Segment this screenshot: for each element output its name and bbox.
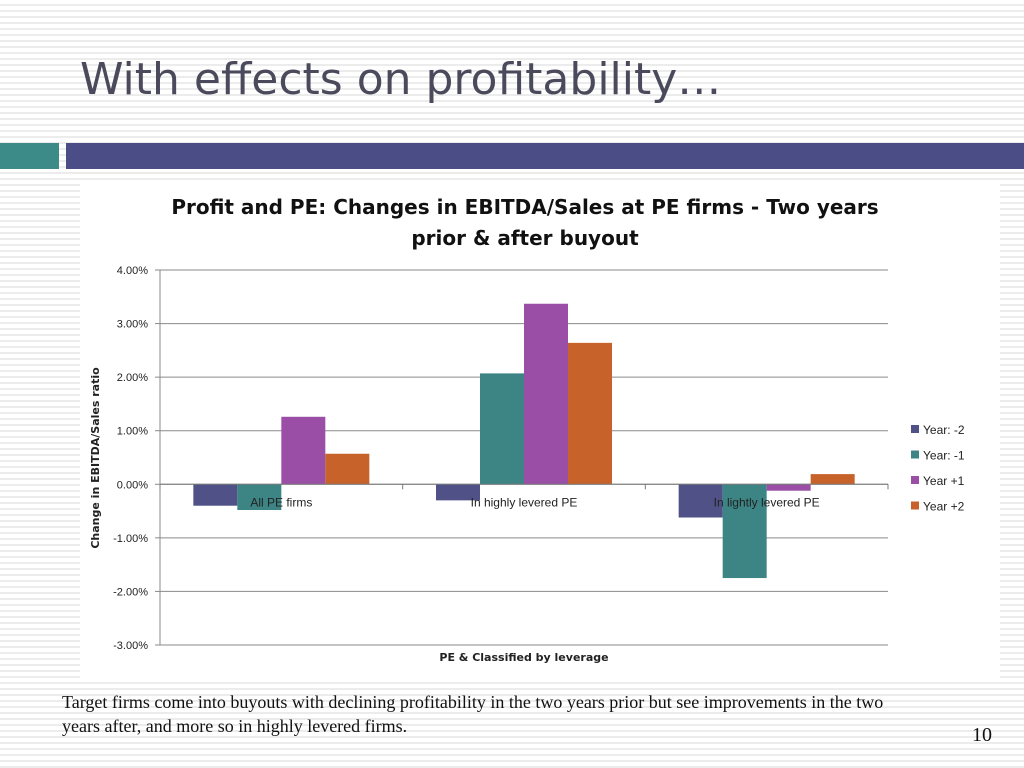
accent-band-left bbox=[0, 143, 59, 169]
bar bbox=[325, 453, 370, 485]
category-label: All PE firms bbox=[250, 495, 312, 509]
bar bbox=[193, 484, 238, 506]
legend-swatch bbox=[911, 450, 919, 459]
bar bbox=[766, 484, 811, 491]
bar bbox=[436, 484, 480, 501]
y-tick-label: -1.00% bbox=[113, 533, 148, 545]
y-axis-title: Change in EBITDA/Sales ratio bbox=[89, 367, 102, 549]
legend-swatch bbox=[911, 425, 919, 433]
slide-caption: Target firms come into buyouts with decl… bbox=[62, 692, 884, 736]
y-tick-label: 4.00% bbox=[117, 265, 148, 277]
y-tick-label: 2.00% bbox=[117, 372, 148, 384]
accent-band-right bbox=[66, 143, 1024, 169]
bar bbox=[281, 416, 326, 485]
legend-swatch bbox=[911, 501, 919, 510]
bar bbox=[810, 474, 855, 485]
y-tick-label: 0.00% bbox=[117, 479, 148, 491]
legend-entry: Year +1 bbox=[923, 474, 965, 488]
legend-swatch bbox=[911, 476, 919, 484]
category-label: In lightly levered PE bbox=[714, 495, 820, 509]
chart-title: Profit and PE: Changes in EBITDA/Sales a… bbox=[171, 195, 879, 250]
y-tick-label: -3.00% bbox=[113, 640, 148, 652]
bar bbox=[722, 484, 767, 579]
bar bbox=[678, 484, 723, 518]
legend-entry: Year: -1 bbox=[923, 449, 965, 463]
y-tick-label: 3.00% bbox=[117, 319, 148, 331]
bar bbox=[237, 484, 282, 510]
y-tick-label: 1.00% bbox=[117, 426, 148, 438]
bar bbox=[568, 342, 612, 485]
slide-title: With effects on profitability… bbox=[80, 54, 722, 105]
x-axis-title: PE & Classified by leverage bbox=[439, 651, 608, 664]
page-number: 10 bbox=[972, 724, 992, 746]
bar bbox=[480, 373, 524, 485]
legend-entry: Year +2 bbox=[923, 500, 965, 514]
category-label: In highly levered PE bbox=[471, 495, 578, 509]
y-tick-label: -2.00% bbox=[113, 586, 148, 598]
legend-entry: Year: -2 bbox=[923, 423, 965, 437]
bar bbox=[524, 303, 568, 485]
